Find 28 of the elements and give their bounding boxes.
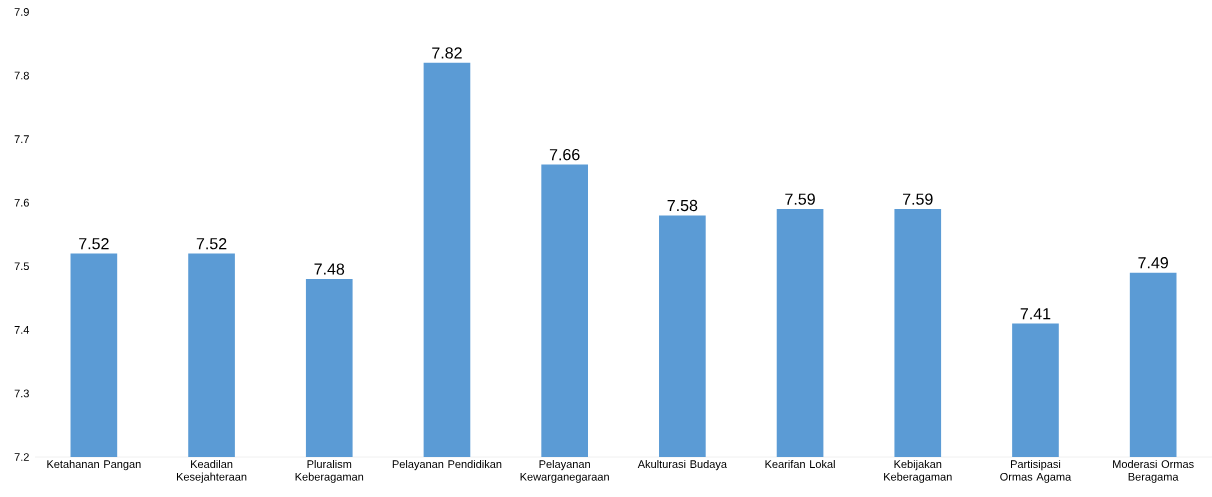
x-tick-label: Keadilan Kesejahteraan xyxy=(176,459,247,483)
x-tick-label: Pluralism Keberagaman xyxy=(295,459,364,483)
data-label: 7.59 xyxy=(903,193,933,205)
y-tick-label: 7.9 xyxy=(14,8,29,16)
x-tick-label: Kearifan Lokal xyxy=(765,459,835,469)
data-label: 7.48 xyxy=(314,263,345,275)
y-tick-label: 7.4 xyxy=(14,326,30,334)
x-tick-label: Partisipasi Ormas Agama xyxy=(1000,459,1072,483)
y-tick-label: 7.5 xyxy=(14,262,29,271)
x-tick-label: Ketahanan Pangan xyxy=(47,459,141,471)
data-label: 7.49 xyxy=(1138,257,1168,269)
data-label: 7.52 xyxy=(79,237,109,250)
data-label: 7.66 xyxy=(549,148,580,161)
x-tick-label: Pelayanan Kewarganegaraan xyxy=(520,459,609,483)
x-tick-label: Moderasi Ormas Beragama xyxy=(1113,459,1194,483)
data-label: 7.41 xyxy=(1020,308,1051,320)
x-tick-label: Pelayanan Pendidikan xyxy=(392,459,502,471)
data-label: 7.59 xyxy=(785,193,815,205)
y-tick-label: 7.6 xyxy=(14,198,29,207)
data-label: 7.52 xyxy=(196,237,227,250)
data-label: 7.82 xyxy=(432,47,462,59)
y-tick-label: 7.8 xyxy=(14,71,29,80)
x-tick-label: Kebijakan Keberagaman xyxy=(884,459,952,483)
y-tick-label: 7.3 xyxy=(14,389,29,398)
data-label: 7.58 xyxy=(667,199,698,212)
y-tick-label: 7.2 xyxy=(14,453,29,461)
y-tick-label: 7.7 xyxy=(14,135,29,143)
x-tick-label: Akulturasi Budaya xyxy=(637,459,727,471)
